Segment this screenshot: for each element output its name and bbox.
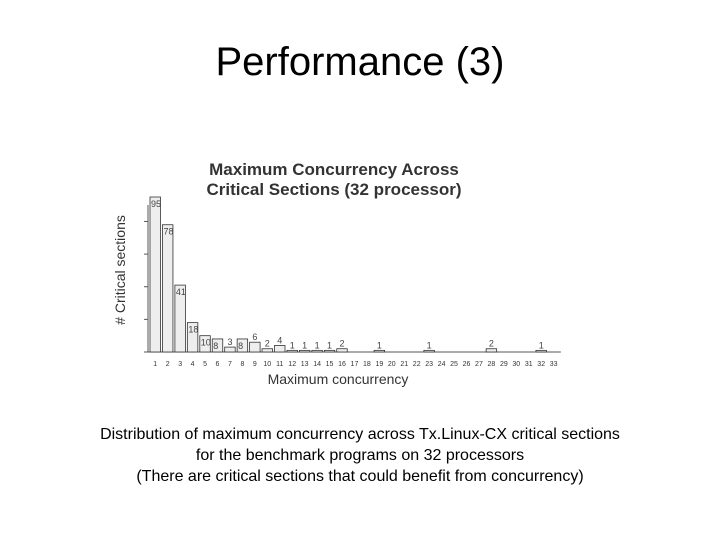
bar-data-label: 10 [201, 338, 211, 348]
bar-data-label: 8 [213, 341, 218, 351]
x-tick-label: 13 [301, 361, 309, 368]
bar [336, 348, 348, 353]
x-tick-label: 9 [253, 361, 257, 368]
x-tick-label: 4 [191, 361, 195, 368]
bar-data-label: 3 [227, 337, 232, 347]
bar [535, 349, 547, 353]
bar [224, 346, 236, 353]
bar [249, 341, 261, 353]
bar-data-label: 95 [151, 199, 161, 209]
x-tick-label: 27 [475, 361, 483, 368]
bar [174, 284, 186, 353]
bar-data-label: 2 [265, 339, 270, 349]
x-tick-label: 14 [313, 361, 321, 368]
x-tick-label: 1 [153, 361, 157, 368]
x-tick-label: 32 [537, 361, 545, 368]
x-tick-label: 24 [438, 361, 446, 368]
x-tick-label: 18 [363, 361, 371, 368]
caption-line: for the benchmark programs on 32 process… [195, 447, 525, 464]
x-tick-label: 11 [276, 361, 283, 368]
bar-data-label: 1 [315, 340, 320, 350]
bar [485, 348, 498, 353]
bar [311, 349, 323, 353]
bar-data-label: 6 [252, 332, 257, 342]
x-tick-label: 20 [388, 361, 396, 368]
x-tick-label: 16 [338, 361, 346, 368]
bar [162, 224, 174, 353]
x-tick-label: 19 [375, 361, 383, 368]
chart-title-line: Critical Sections (32 processor) [206, 180, 461, 199]
chart-bars [149, 196, 547, 353]
bar-data-label: 2 [489, 339, 494, 349]
x-tick-label: 30 [512, 361, 520, 368]
x-tick-label: 7 [228, 361, 232, 368]
bar-data-label: 2 [339, 339, 344, 349]
bar [211, 338, 224, 353]
bar [323, 349, 336, 353]
x-tick-label: 6 [216, 361, 220, 368]
bar-data-label: 41 [176, 287, 186, 297]
x-tick-label: 2 [166, 361, 170, 368]
bar [149, 196, 161, 353]
bar [298, 349, 311, 353]
slide-title: Performance (3) [215, 40, 505, 84]
x-tick-label: 31 [525, 361, 533, 368]
chart-title-line: Maximum Concurrency Across [209, 160, 459, 179]
bar [274, 345, 286, 353]
x-tick-label: 28 [488, 361, 496, 368]
chart-axes [144, 205, 561, 353]
bar [199, 335, 211, 353]
x-tick-label: 10 [263, 361, 271, 368]
x-tick-label: 29 [500, 361, 508, 368]
x-tick-label: 15 [326, 361, 334, 368]
x-tick-label: 12 [288, 361, 296, 368]
y-axis-label: # Critical sections [112, 215, 128, 325]
bar-data-label: 4 [277, 335, 282, 345]
bar-data-label: 8 [238, 341, 243, 351]
bar-data-label: 1 [539, 340, 544, 350]
bar [186, 322, 199, 353]
bar-data-label: 1 [290, 340, 295, 350]
x-tick-label: 22 [413, 361, 421, 368]
caption-line: Distribution of maximum concurrency acro… [100, 426, 620, 443]
bar [236, 338, 249, 353]
x-tick-label: 23 [425, 361, 433, 368]
caption-line: (There are critical sections that could … [136, 468, 584, 485]
bar-data-label: 1 [302, 340, 307, 350]
bar [286, 349, 298, 353]
bar [423, 349, 435, 353]
x-tick-label: 3 [178, 361, 182, 368]
x-tick-label: 8 [240, 361, 244, 368]
bar [261, 348, 273, 353]
x-tick-label: 17 [351, 361, 359, 368]
x-tick-label: 33 [550, 361, 558, 368]
x-tick-label: 25 [450, 361, 458, 368]
bar [373, 349, 386, 353]
bar-data-label: 78 [163, 227, 173, 237]
bar-data-label: 1 [327, 340, 332, 350]
bar-data-label: 18 [188, 325, 198, 335]
bar-data-label: 1 [427, 340, 432, 350]
x-tick-label: 5 [203, 361, 207, 368]
x-tick-label: 26 [463, 361, 471, 368]
slide-caption: Distribution of maximum concurrency acro… [40, 424, 680, 487]
bar-data-label: 1 [377, 340, 382, 350]
x-tick-label: 21 [400, 361, 408, 368]
x-axis-label: Maximum concurrency [268, 371, 409, 387]
x-tick-labels: 1 2 3 4 5 6 7 8 9 10 11 12 13 14 15 16 17 18 19 20 21 22 23 24 2… [153, 361, 557, 368]
